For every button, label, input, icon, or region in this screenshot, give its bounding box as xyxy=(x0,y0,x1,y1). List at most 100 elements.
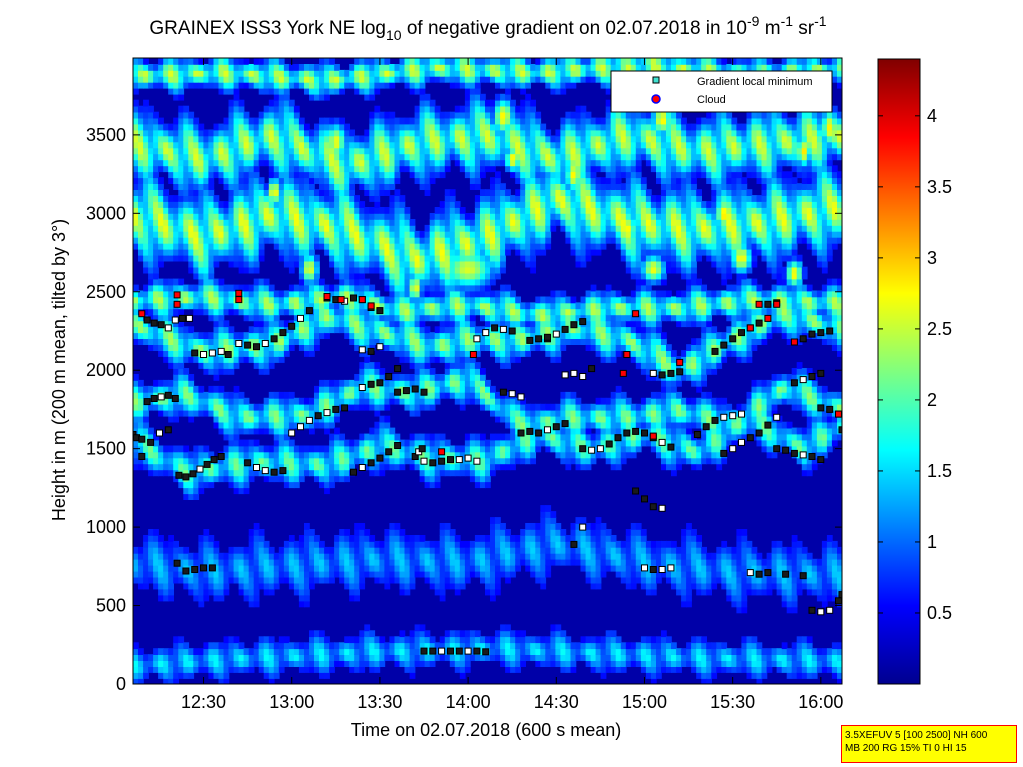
heatmap-cell xyxy=(253,535,260,542)
heatmap-cell xyxy=(469,123,476,131)
heatmap-cell xyxy=(133,201,139,208)
heatmap-cell xyxy=(339,153,345,161)
heatmap-cell xyxy=(419,535,426,542)
heatmap-cell xyxy=(474,296,481,304)
heatmap-cell xyxy=(253,415,260,423)
heatmap-cell xyxy=(434,69,441,77)
heatmap-cell xyxy=(359,284,366,292)
heatmap-cell xyxy=(183,207,190,214)
heatmap-cell xyxy=(243,427,250,435)
heatmap-cell xyxy=(389,326,396,334)
heatmap-cell xyxy=(228,421,235,429)
heatmap-cell xyxy=(480,445,486,453)
heatmap-cell xyxy=(208,469,215,477)
heatmap-cell xyxy=(399,159,406,167)
heatmap-cell xyxy=(404,552,411,560)
heatmap-cell xyxy=(263,570,270,578)
heatmap-cell xyxy=(263,189,270,196)
heatmap-cell xyxy=(344,81,350,89)
heatmap-cell xyxy=(354,272,360,280)
heatmap-cell xyxy=(183,338,190,345)
heatmap-cell xyxy=(228,558,235,566)
heatmap-cell xyxy=(288,177,295,184)
heatmap-cell xyxy=(273,111,280,119)
heatmap-cell xyxy=(389,642,396,650)
heatmap-cell xyxy=(409,576,416,584)
heatmap-cell xyxy=(399,397,406,405)
heatmap-cell xyxy=(409,397,416,405)
heatmap-cell xyxy=(399,266,406,274)
heatmap-cell xyxy=(138,409,144,417)
heatmap-cell xyxy=(278,230,285,238)
heatmap-cell xyxy=(309,272,315,280)
heatmap-cell xyxy=(168,64,174,71)
heatmap-cell xyxy=(480,171,486,179)
heatmap-cell xyxy=(349,266,355,274)
heatmap-cell xyxy=(278,397,285,405)
heatmap-cell xyxy=(469,302,476,310)
heatmap-cell xyxy=(248,666,255,673)
heatmap-cell xyxy=(243,171,250,179)
heatmap-cell xyxy=(374,570,381,578)
heatmap-cell xyxy=(238,403,245,411)
heatmap-cell xyxy=(293,326,300,334)
heatmap-cell xyxy=(349,379,355,387)
heatmap-cell xyxy=(469,546,476,554)
heatmap-cell xyxy=(449,189,456,196)
heatmap-cell xyxy=(394,552,401,560)
heatmap-cell xyxy=(429,642,436,650)
heatmap-cell xyxy=(409,147,416,155)
heatmap-cell xyxy=(369,344,376,351)
heatmap-cell xyxy=(133,183,139,190)
heatmap-cell xyxy=(188,195,195,202)
heatmap-cell xyxy=(454,630,461,638)
heatmap-cell xyxy=(444,165,451,173)
heatmap-cell xyxy=(253,195,260,202)
heatmap-cell xyxy=(359,523,366,530)
heatmap-cell xyxy=(314,260,320,268)
heatmap-cell xyxy=(474,159,481,167)
heatmap-cell xyxy=(163,469,169,477)
heatmap-cell xyxy=(439,576,446,584)
heatmap-cell xyxy=(208,451,215,459)
heatmap-cell xyxy=(480,230,486,238)
heatmap-cell xyxy=(464,213,471,220)
heatmap-cell xyxy=(399,570,406,578)
heatmap-cell xyxy=(449,69,456,77)
heatmap-cell xyxy=(354,147,360,155)
heatmap-cell xyxy=(454,75,461,83)
heatmap-cell xyxy=(364,338,371,345)
heatmap-cell xyxy=(293,248,300,256)
heatmap-cell xyxy=(464,93,471,101)
heatmap-cell xyxy=(324,201,330,208)
heatmap-cell xyxy=(459,278,466,286)
heatmap-cell xyxy=(223,302,230,310)
heatmap-cell xyxy=(138,290,144,298)
heatmap-cell xyxy=(273,230,280,238)
heatmap-cell xyxy=(293,409,300,417)
heatmap-cell xyxy=(379,660,386,667)
heatmap-cell xyxy=(263,636,270,644)
heatmap-cell xyxy=(233,111,240,119)
heatmap-cell xyxy=(449,535,456,542)
heatmap-cell xyxy=(288,648,295,655)
heatmap-cell xyxy=(138,195,144,202)
heatmap-cell xyxy=(439,213,446,220)
heatmap-cell xyxy=(203,69,210,77)
heatmap-cell xyxy=(163,242,169,250)
heatmap-cell xyxy=(399,153,406,161)
heatmap-cell xyxy=(304,254,310,262)
heatmap-cell xyxy=(424,123,431,131)
heatmap-cell xyxy=(233,260,240,268)
heatmap-cell xyxy=(334,87,340,95)
heatmap-cell xyxy=(419,326,426,334)
heatmap-cell xyxy=(309,576,315,584)
heatmap-cell xyxy=(293,254,300,262)
heatmap-cell xyxy=(459,320,466,328)
heatmap-cell xyxy=(449,636,456,644)
heatmap-cell xyxy=(188,487,195,495)
heatmap-cell xyxy=(394,523,401,530)
heatmap-cell xyxy=(394,236,401,244)
heatmap-cell xyxy=(464,445,471,453)
heatmap-cell xyxy=(369,111,376,119)
